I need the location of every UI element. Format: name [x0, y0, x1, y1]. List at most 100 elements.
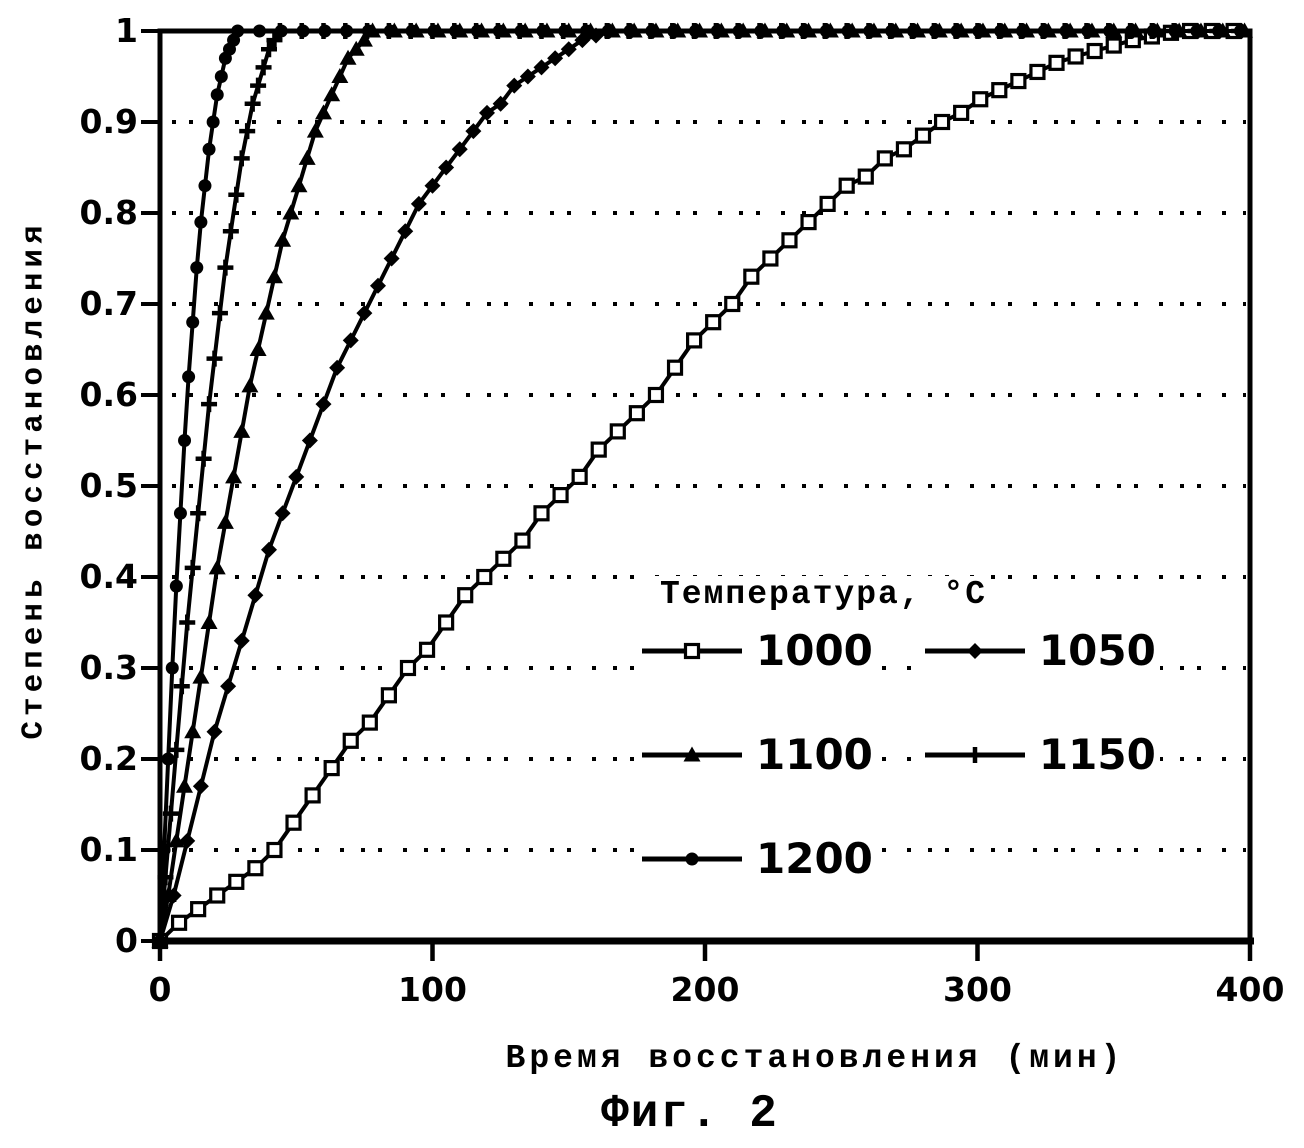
y-tick-label: 0.3 [79, 648, 138, 687]
marker-diamond [438, 159, 455, 176]
marker-circle [173, 506, 187, 520]
marker-circle [252, 24, 266, 38]
x-tick-label: 300 [943, 970, 1012, 1009]
marker-circle [906, 24, 920, 38]
marker-open-square [743, 268, 760, 285]
marker-diamond [506, 77, 523, 94]
marker-triangle [241, 377, 259, 393]
marker-circle [514, 24, 528, 38]
marker-triangle [331, 68, 349, 83]
marker-open-square [953, 104, 970, 122]
legend-entry-1000: 1000 [638, 627, 877, 675]
marker-diamond [370, 277, 386, 294]
marker-plus [228, 186, 245, 203]
marker-triangle [208, 559, 226, 575]
legend-label: 1200 [756, 834, 873, 883]
marker-diamond [479, 104, 495, 121]
marker-plus [255, 59, 272, 76]
marker-circle [732, 24, 746, 38]
marker-open-square [552, 487, 569, 504]
marker-circle [198, 179, 212, 193]
marker-plus [239, 123, 256, 140]
marker-diamond [247, 587, 264, 604]
marker-open-square [1105, 37, 1122, 54]
marker-circle [178, 434, 192, 447]
marker-plus [206, 350, 223, 367]
marker-circle [776, 24, 790, 38]
marker-open-square [457, 587, 474, 604]
marker-open-square [247, 860, 264, 877]
marker-open-square [342, 732, 359, 749]
marker-open-square [933, 113, 951, 131]
marker-triangle [184, 723, 202, 739]
marker-plus [222, 223, 239, 240]
marker-circle [186, 315, 200, 329]
marker-triangle [176, 777, 194, 793]
marker-triangle [265, 268, 283, 284]
marker-circle [1124, 24, 1138, 38]
marker-diamond [465, 123, 482, 140]
legend-sample-circle [642, 852, 742, 866]
marker-open-square [609, 423, 626, 440]
marker-triangle [315, 104, 332, 120]
marker-triangle [225, 468, 243, 484]
marker-diamond [519, 68, 536, 85]
legend-sample-plus [924, 747, 1025, 763]
legend-sample-diamond [924, 643, 1025, 659]
legend-entry-1050: 1050 [920, 627, 1160, 675]
marker-open-square [972, 91, 989, 108]
marker-open-square [1086, 42, 1103, 60]
marker-circle [841, 24, 855, 38]
figure-caption: Фиг. 2 [601, 1088, 779, 1140]
marker-circle [1059, 24, 1073, 38]
y-tick-label: 0.6 [79, 375, 138, 414]
marker-open-square [533, 505, 550, 522]
marker-circle [863, 24, 877, 38]
marker-circle [449, 24, 463, 38]
legend-entries: 1000 1050 1100 1150 1200 [638, 627, 1160, 883]
legend-entry-1200: 1200 [638, 835, 877, 883]
marker-circle [1190, 24, 1204, 38]
marker-open-square [438, 614, 455, 631]
marker-plus [157, 869, 174, 886]
marker-open-square [876, 150, 893, 167]
marker-circle [1146, 24, 1160, 38]
marker-circle [194, 215, 208, 229]
marker-circle [427, 24, 441, 38]
marker-triangle [298, 149, 316, 165]
marker-circle [950, 24, 964, 38]
marker-circle [928, 24, 942, 38]
marker-circle [383, 24, 397, 38]
marker-plus [190, 505, 207, 522]
marker-circle [710, 24, 724, 38]
marker-plus [173, 678, 190, 695]
marker-circle [688, 24, 702, 38]
marker-triangle [257, 304, 275, 320]
marker-open-square [991, 82, 1008, 99]
marker-circle [231, 24, 245, 38]
marker-open-square [800, 214, 817, 231]
marker-open-square [857, 168, 874, 185]
marker-diamond [451, 141, 468, 158]
marker-open-square [1029, 63, 1046, 81]
x-tick-label: 0 [148, 970, 172, 1009]
legend-label: 1100 [756, 730, 873, 779]
marker-open-square [514, 532, 531, 549]
marker-diamond [220, 678, 237, 695]
y-tick-label: 0.1 [79, 830, 138, 869]
marker-diamond [301, 432, 318, 449]
marker-circle [797, 24, 811, 38]
marker-circle [972, 24, 986, 38]
marker-open-square [819, 195, 836, 212]
marker-circle [994, 24, 1008, 38]
marker-plus [233, 150, 250, 167]
marker-plus [211, 305, 228, 322]
marker-triangle [290, 177, 308, 193]
y-tick-label: 0.4 [79, 557, 138, 596]
marker-open-square [1067, 48, 1084, 65]
marker-open-square [190, 901, 207, 918]
legend-entry-1150: 1150 [920, 731, 1160, 779]
marker-circle [558, 24, 572, 38]
